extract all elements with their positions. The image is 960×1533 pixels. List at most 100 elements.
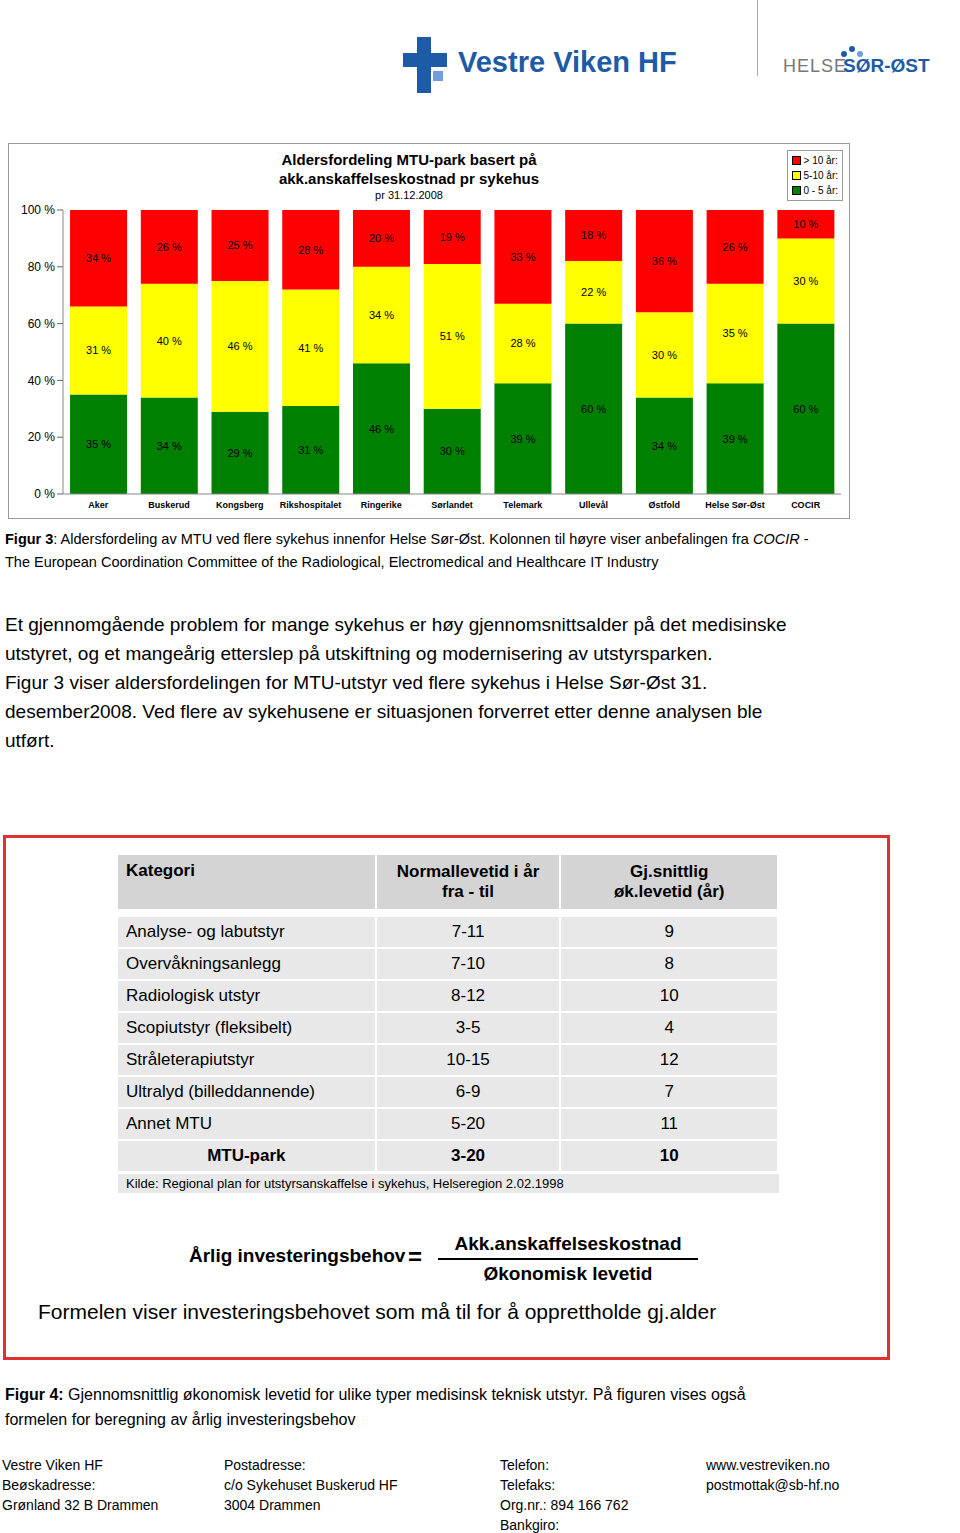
html-text:Telefaks:: Telefaks: <box>500 1477 556 1493</box>
html-text:MTU-park: MTU-park <box>207 1146 286 1165</box>
svg-text:Kongsberg: Kongsberg <box>216 500 264 510</box>
svg-text:40 %: 40 % <box>157 335 182 347</box>
html-text:Beøskadresse:: Beøskadresse: <box>2 1477 96 1493</box>
svg-text:29 %: 29 % <box>227 447 252 459</box>
html-text:12: 12 <box>659 1050 679 1069</box>
html-text:Ultralyd (billeddannende): Ultralyd (billeddannende) <box>126 1082 315 1101</box>
svg-text:100 %: 100 % <box>21 203 55 217</box>
html-text:The European Coordination Comm: The European Coordination Committee of t… <box>5 554 659 570</box>
html-text:Stråleterapiutstyr: Stråleterapiutstyr <box>126 1050 255 1069</box>
html-text:Figur 4: Gjennomsnittlig økono: Figur 4: Gjennomsnittlig økonomisk levet… <box>5 1386 746 1403</box>
svg-text:28 %: 28 % <box>510 337 535 349</box>
svg-text:26 %: 26 % <box>723 241 748 253</box>
svg-text:30 %: 30 % <box>440 445 465 457</box>
svg-text:60 %: 60 % <box>581 403 606 415</box>
html-text:Gj.snittlig: Gj.snittlig <box>630 862 709 881</box>
svg-text:46 %: 46 % <box>227 340 252 352</box>
html-text:Vestre Viken HF: Vestre Viken HF <box>458 46 677 78</box>
html-text:utstyret, og et mangeårig ette: utstyret, og et mangeårig etterslep på u… <box>5 643 713 664</box>
html-text:formelen for beregning av årli: formelen for beregning av årlig invester… <box>5 1411 356 1428</box>
svg-text:Rikshospitalet: Rikshospitalet <box>280 500 342 510</box>
svg-text:30 %: 30 % <box>793 275 818 287</box>
html-text:Figur 3 viser aldersfordelinge: Figur 3 viser aldersfordelingen for MTU-… <box>5 672 708 693</box>
svg-text:Ullevål: Ullevål <box>579 500 608 510</box>
svg-text:Sørlandet: Sørlandet <box>431 500 473 510</box>
html-text:10: 10 <box>659 1146 679 1165</box>
html-text:utført.: utført. <box>5 730 55 751</box>
html-text:Normallevetid i år: Normallevetid i år <box>396 862 540 881</box>
html-text:Annet MTU: Annet MTU <box>126 1114 212 1133</box>
svg-text:33 %: 33 % <box>510 251 535 263</box>
svg-text:35 %: 35 % <box>723 327 748 339</box>
html-text:Grønland 32 B Drammen: Grønland 32 B Drammen <box>2 1497 159 1513</box>
svg-text:34 %: 34 % <box>86 252 111 264</box>
html-text:c/o Sykehuset Buskerud HF: c/o Sykehuset Buskerud HF <box>224 1477 398 1493</box>
html-text:Aldersfordeling MTU-park baser: Aldersfordeling MTU-park basert på akk.a… <box>278 151 540 187</box>
html-text:Postadresse:: Postadresse: <box>224 1457 306 1473</box>
html-text:Formelen viser investeringsbeh: Formelen viser investeringsbehovet som m… <box>38 1300 717 1323</box>
svg-text:36 %: 36 % <box>652 255 677 267</box>
svg-text:26 %: 26 % <box>157 241 182 253</box>
svg-text:18 %: 18 % <box>581 229 606 241</box>
html-text:Akk.anskaffelseskostnad: Akk.anskaffelseskostnad <box>454 1233 682 1254</box>
svg-text:Østfold: Østfold <box>648 500 680 510</box>
html-text:Årlig investeringsbehov=: Årlig investeringsbehov= <box>189 1243 422 1270</box>
html-text:Vestre Viken HF: Vestre Viken HF <box>2 1457 103 1473</box>
svg-text:60 %: 60 % <box>793 403 818 415</box>
svg-text:35 %: 35 % <box>86 438 111 450</box>
svg-text:25 %: 25 % <box>227 239 252 251</box>
svg-text:39 %: 39 % <box>723 433 748 445</box>
svg-text:30 %: 30 % <box>652 349 677 361</box>
html-text:3004 Drammen: 3004 Drammen <box>224 1497 321 1513</box>
svg-text:0 %: 0 % <box>34 487 55 501</box>
svg-text:80 %: 80 % <box>28 260 56 274</box>
html-text:10-15: 10-15 <box>446 1050 490 1069</box>
html-text:5-20: 5-20 <box>451 1114 486 1133</box>
html-text:desember2008. Ved flere av syk: desember2008. Ved flere av sykehusene er… <box>5 701 763 722</box>
svg-text:COCIR: COCIR <box>791 500 821 510</box>
html-text:Overvåkningsanlegg: Overvåkningsanlegg <box>126 954 281 973</box>
svg-text:Aker: Aker <box>88 500 109 510</box>
svg-text:40 %: 40 % <box>28 374 56 388</box>
html-text:10: 10 <box>659 986 679 1005</box>
html-text:Analyse- og labutstyr: Analyse- og labutstyr <box>126 922 285 941</box>
html-text:SØR-ØST: SØR-ØST <box>843 55 930 76</box>
html-text:Et gjennomgående problem for m: Et gjennomgående problem for mange sykeh… <box>5 614 787 635</box>
html-text:8-12: 8-12 <box>451 986 486 1005</box>
svg-text:20 %: 20 % <box>28 430 56 444</box>
html-text:Telefon:: Telefon: <box>500 1457 549 1473</box>
svg-text:34 %: 34 % <box>157 440 182 452</box>
svg-text:Ringerike: Ringerike <box>361 500 402 510</box>
html-text:11: 11 <box>660 1114 678 1133</box>
svg-text:28 %: 28 % <box>298 244 323 256</box>
svg-text:51 %: 51 % <box>440 330 465 342</box>
html-text:HELSE: HELSE <box>783 56 847 76</box>
html-text:fra - til: fra - til <box>442 882 494 901</box>
html-text:7-10: 7-10 <box>451 954 486 973</box>
html-text:Radiologisk utstyr: Radiologisk utstyr <box>126 986 261 1005</box>
svg-text:10 %: 10 % <box>793 218 818 230</box>
svg-text:34 %: 34 % <box>652 440 677 452</box>
svg-text:31 %: 31 % <box>298 444 323 456</box>
html-text:7-11: 7-11 <box>451 922 485 941</box>
svg-text:39 %: 39 % <box>510 433 535 445</box>
svg-text:19 %: 19 % <box>440 231 465 243</box>
svg-text:60 %: 60 % <box>28 317 56 331</box>
html-text:6-9: 6-9 <box>455 1082 481 1101</box>
svg-text:Buskerud: Buskerud <box>148 500 190 510</box>
html-text:Figur 3: Aldersfordeling av MT: Figur 3: Aldersfordeling av MTU ved fler… <box>5 531 809 547</box>
html-text:3-5: 3-5 <box>455 1018 481 1037</box>
svg-text:31 %: 31 % <box>86 344 111 356</box>
svg-text:Telemark: Telemark <box>503 500 543 510</box>
svg-text:Helse Sør-Øst: Helse Sør-Øst <box>705 500 765 510</box>
html-text:Scopiutstyr (fleksibelt): Scopiutstyr (fleksibelt) <box>126 1018 293 1037</box>
svg-text:41 %: 41 % <box>298 342 323 354</box>
svg-text:34 %: 34 % <box>369 309 394 321</box>
svg-text:46 %: 46 % <box>369 423 394 435</box>
html-text:Kategori: Kategori <box>126 861 195 880</box>
html-text:3-20: 3-20 <box>451 1146 486 1165</box>
html-text:Økonomisk levetid: Økonomisk levetid <box>483 1263 653 1284</box>
html-text:øk.levetid (år): øk.levetid (år) <box>614 882 725 901</box>
svg-text:22 %: 22 % <box>581 286 606 298</box>
svg-text:20 %: 20 % <box>369 232 394 244</box>
